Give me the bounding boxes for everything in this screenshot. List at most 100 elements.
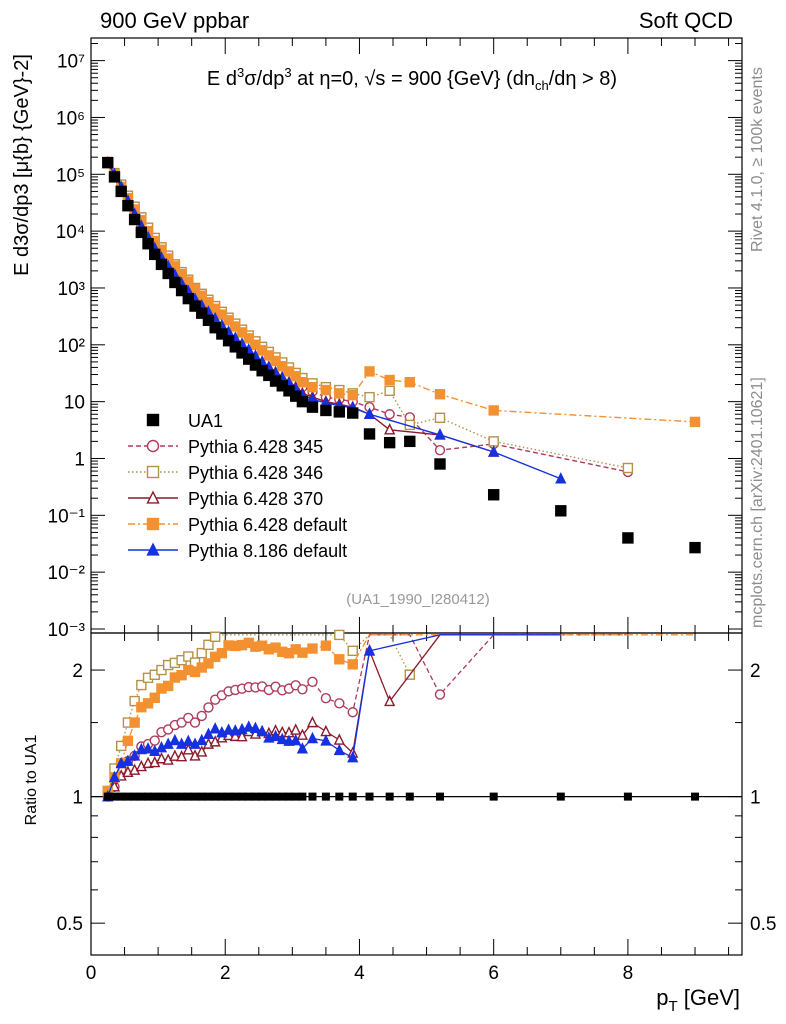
data-point-ua1 — [149, 248, 161, 261]
data-point-ua1 — [155, 258, 168, 271]
ratio-point-pythia-6-428-default — [129, 717, 140, 728]
ratio-y-tick-label: 1 — [72, 788, 83, 809]
data-point-pythia-6-428-345 — [384, 409, 395, 420]
ratio-point-pythia-6-428-default — [320, 640, 332, 651]
x-axis-label-p: p — [656, 985, 668, 1010]
ratio-point-pythia-6-428-345 — [203, 702, 214, 713]
data-point-pythia-8-186-default — [434, 428, 446, 440]
legend-entry-pythia-6-428-346: Pythia 6.428 346 — [128, 463, 323, 483]
legend-label: Pythia 6.428 370 — [188, 489, 323, 509]
legend-entry-pythia-6-428-default: Pythia 6.428 default — [128, 515, 347, 535]
data-point-ua1 — [222, 335, 235, 347]
data-point-ua1 — [243, 353, 255, 365]
ratio-point-pythia-8-186-default — [249, 721, 262, 733]
x-axis-label: pT [GeV] — [656, 985, 740, 1015]
x-tick-label: 0 — [86, 963, 97, 984]
ratio-point-ua1 — [258, 792, 267, 801]
ratio-point-ua1 — [321, 792, 330, 801]
ratio-point-pythia-6-428-346 — [203, 639, 214, 651]
main-axis-ticks: 10⁻³ 10⁻² 10⁻¹ 1 10 10² 10³ 10⁴ 10⁵ 10⁶ 10⁷ — [48, 38, 742, 641]
data-point-ua1 — [622, 532, 634, 544]
data-point-pythia-6-428-default — [290, 371, 301, 382]
ratio-point-pythia-8-186-default — [182, 734, 194, 747]
ratio-point-pythia-6-428-345 — [320, 692, 332, 704]
legend-label: Pythia 6.428 346 — [188, 463, 323, 483]
ratio-point-pythia-8-186-default — [296, 742, 309, 754]
legend-entry-pythia-8-186-default: Pythia 8.186 default — [128, 541, 347, 561]
header-right: Soft QCD — [639, 8, 733, 33]
ratio-point-pythia-8-186-default — [276, 732, 288, 745]
data-point-pythia-6-428-default — [488, 405, 499, 416]
ratio-plot-frame — [90, 632, 743, 956]
ratio-point-pythia-8-186-default — [196, 733, 208, 746]
ratio-y-tick-label: 0.5 — [57, 914, 83, 935]
ratio-point-ua1 — [211, 792, 220, 801]
ratio-point-ua1 — [157, 792, 166, 801]
ratio-point-ua1 — [170, 792, 179, 801]
x-tick-label: 8 — [623, 963, 634, 984]
legend-marker — [146, 517, 160, 531]
data-point-ua1 — [229, 341, 241, 353]
x-tick-label: 2 — [220, 963, 231, 984]
ratio-point-pythia-6-428-345 — [149, 735, 160, 746]
data-point-pythia-6-428-default — [347, 389, 358, 401]
ratio-point-pythia-6-428-370 — [384, 694, 396, 707]
ratio-point-pythia-6-428-346 — [334, 629, 345, 641]
legend-entry-pythia-6-428-345: Pythia 6.428 345 — [128, 437, 323, 457]
ratio-point-ua1 — [224, 792, 233, 801]
ratio-point-pythia-6-428-345 — [196, 710, 207, 722]
ratio-point-pythia-8-186-default — [122, 754, 134, 766]
data-point-pythia-6-428-default — [223, 315, 234, 326]
ratio-point-ua1 — [204, 792, 213, 801]
data-point-pythia-8-186-default — [363, 407, 376, 419]
data-point-pythia-6-428-default — [404, 376, 415, 388]
ratio-point-ua1 — [191, 792, 200, 801]
ratio-y-axis-label: Ratio to UA1 — [23, 735, 40, 826]
data-point-pythia-6-428-default — [384, 374, 395, 386]
main-title: E d3σ/dp3 at η=0, √s = 900 {GeV} (dnch/d… — [207, 65, 617, 93]
ratio-point-ua1 — [623, 792, 632, 801]
data-point-ua1 — [135, 226, 148, 239]
ratio-point-pythia-6-428-default — [203, 658, 214, 669]
data-point-ua1 — [404, 435, 416, 448]
data-point-ua1 — [236, 347, 248, 359]
data-point-ua1 — [434, 458, 446, 470]
ratio-point-ua1 — [556, 792, 565, 801]
y-tick-label: 10³ — [58, 279, 85, 300]
data-point-ua1 — [162, 267, 174, 280]
ratio-point-pythia-8-186-default — [169, 733, 181, 746]
ratio-point-pythia-6-428-346 — [183, 651, 194, 662]
ratio-point-ua1 — [231, 792, 240, 801]
data-point-ua1 — [115, 185, 127, 198]
ratio-point-pythia-6-428-default — [216, 647, 228, 659]
ratio-point-ua1 — [691, 792, 700, 801]
ratio-point-ua1 — [284, 792, 293, 801]
main-title-part-c: at η=0, √s = 900 {GeV} (dn — [292, 68, 535, 90]
ratio-point-pythia-6-428-370 — [155, 752, 168, 764]
ratio-point-ua1 — [137, 792, 146, 801]
ratio-point-pythia-6-428-345 — [347, 707, 358, 718]
data-point-ua1 — [216, 328, 228, 340]
y-tick-label: 10⁷ — [57, 52, 85, 73]
data-point-ua1 — [128, 213, 141, 226]
data-point-pythia-6-428-default — [277, 361, 288, 372]
ratio-point-pythia-6-428-370 — [306, 715, 319, 728]
ratio-point-pythia-8-186-default — [290, 733, 302, 746]
data-point-pythia-6-428-370 — [384, 423, 396, 435]
ratio-point-pythia-6-428-346 — [196, 647, 207, 659]
data-point-pythia-8-186-default — [555, 472, 567, 484]
data-point-ua1 — [296, 395, 309, 408]
header-left: 900 GeV ppbar — [100, 8, 249, 33]
data-point-pythia-6-428-default — [434, 389, 446, 400]
ratio-point-pythia-8-186-default — [222, 723, 235, 735]
ratio-point-ua1 — [348, 792, 357, 801]
data-point-pythia-6-428-default — [263, 350, 275, 361]
ratio-point-pythia-6-428-345 — [189, 717, 201, 728]
data-point-ua1 — [108, 171, 121, 183]
ratio-point-ua1 — [435, 792, 444, 801]
ratio-point-pythia-6-428-default — [307, 643, 318, 654]
data-point-ua1 — [383, 436, 396, 449]
data-point-pythia-8-186-default — [488, 445, 500, 457]
data-point-ua1 — [347, 407, 359, 419]
legend-entry-pythia-6-428-370: Pythia 6.428 370 — [128, 489, 323, 509]
